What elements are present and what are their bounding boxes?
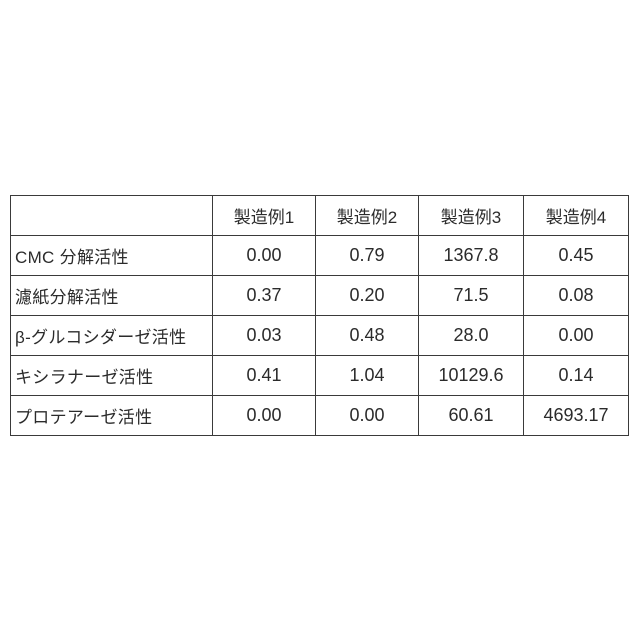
cell-value: 0.00 (523, 315, 629, 356)
table-row-protease-activity: プロテアーゼ活性 0.00 0.00 60.61 4693.17 (10, 395, 629, 436)
cell-value: 0.00 (315, 395, 419, 436)
row-label: プロテアーゼ活性 (10, 395, 213, 436)
row-label: CMC 分解活性 (10, 235, 213, 276)
cell-value: 4693.17 (523, 395, 629, 436)
column-header-example3: 製造例3 (418, 195, 524, 236)
row-label: 濾紙分解活性 (10, 275, 213, 316)
row-label: キシラナーゼ活性 (10, 355, 213, 396)
cell-value: 0.03 (212, 315, 316, 356)
cell-value: 0.41 (212, 355, 316, 396)
cell-value: 10129.6 (418, 355, 524, 396)
enzyme-activity-table: 製造例1 製造例2 製造例3 製造例4 CMC 分解活性 0.00 0.79 1… (10, 195, 629, 436)
cell-value: 0.00 (212, 395, 316, 436)
table-row-filter-paper-activity: 濾紙分解活性 0.37 0.20 71.5 0.08 (10, 275, 629, 316)
row-label: β-グルコシダーゼ活性 (10, 315, 213, 356)
cell-value: 28.0 (418, 315, 524, 356)
corner-empty-cell (10, 195, 213, 236)
column-header-example1: 製造例1 (212, 195, 316, 236)
cell-value: 0.48 (315, 315, 419, 356)
cell-value: 1.04 (315, 355, 419, 396)
cell-value: 0.20 (315, 275, 419, 316)
column-header-example4: 製造例4 (523, 195, 629, 236)
cell-value: 1367.8 (418, 235, 524, 276)
table-row-beta-glucosidase-activity: β-グルコシダーゼ活性 0.03 0.48 28.0 0.00 (10, 315, 629, 356)
table-row-cmc-activity: CMC 分解活性 0.00 0.79 1367.8 0.45 (10, 235, 629, 276)
cell-value: 0.08 (523, 275, 629, 316)
cell-value: 0.37 (212, 275, 316, 316)
table-header-row: 製造例1 製造例2 製造例3 製造例4 (10, 195, 629, 236)
cell-value: 0.45 (523, 235, 629, 276)
column-header-example2: 製造例2 (315, 195, 419, 236)
cell-value: 71.5 (418, 275, 524, 316)
cell-value: 0.79 (315, 235, 419, 276)
table-row-xylanase-activity: キシラナーゼ活性 0.41 1.04 10129.6 0.14 (10, 355, 629, 396)
cell-value: 60.61 (418, 395, 524, 436)
cell-value: 0.00 (212, 235, 316, 276)
cell-value: 0.14 (523, 355, 629, 396)
